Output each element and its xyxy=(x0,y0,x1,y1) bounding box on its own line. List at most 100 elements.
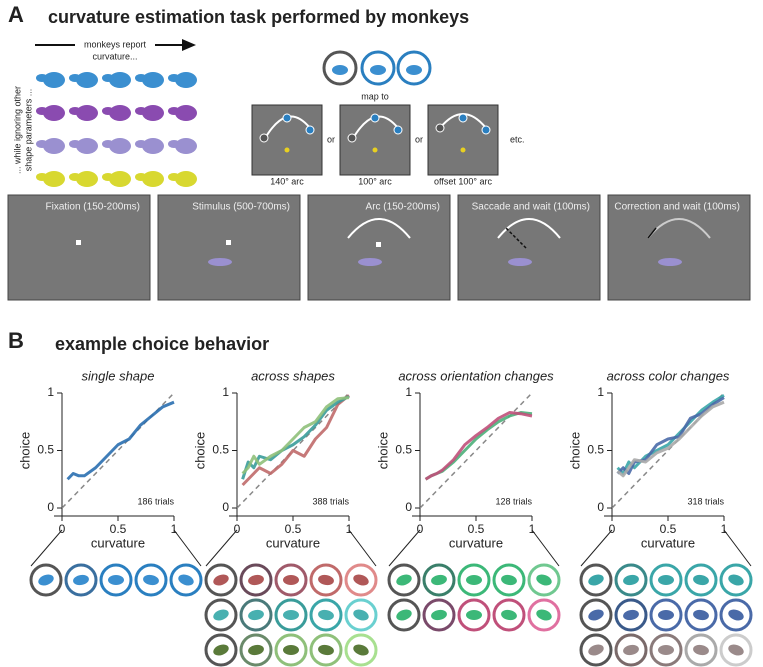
x-tick-label: 0.5 xyxy=(468,522,485,536)
shape xyxy=(109,171,131,187)
y-tick-label: 0 xyxy=(47,500,54,514)
arc xyxy=(497,218,561,239)
series-line xyxy=(241,395,350,480)
y-tick-label: 0.5 xyxy=(587,443,604,457)
shape xyxy=(431,609,447,621)
arc-label: 140° arc xyxy=(270,176,304,186)
x-tick-label: 0.5 xyxy=(285,522,302,536)
shape xyxy=(728,574,744,586)
shape xyxy=(396,574,412,586)
fixation xyxy=(376,242,381,247)
y-tick-label: 1 xyxy=(597,385,604,399)
map-to: map to xyxy=(361,91,389,101)
shape xyxy=(588,574,604,586)
series-line xyxy=(616,400,725,478)
shape xyxy=(175,138,197,154)
shape xyxy=(36,173,48,181)
epoch-box xyxy=(157,194,301,301)
y-axis-label: choice xyxy=(17,432,32,470)
panel-label: B xyxy=(8,328,24,353)
shape xyxy=(43,72,65,88)
shape xyxy=(36,74,48,82)
shape xyxy=(658,575,674,585)
shape xyxy=(143,574,159,586)
series-line xyxy=(66,400,175,481)
shape xyxy=(588,644,604,656)
shape xyxy=(168,173,180,181)
shape xyxy=(69,173,81,181)
target xyxy=(259,133,269,143)
x-axis-label: curvature xyxy=(641,535,695,550)
zoom-line xyxy=(580,529,613,567)
shape xyxy=(693,574,709,586)
arc-label: 100° arc xyxy=(358,176,392,186)
fixation xyxy=(372,147,378,153)
shape xyxy=(142,138,164,154)
y-tick-label: 0.5 xyxy=(395,443,412,457)
shape xyxy=(536,574,552,586)
shape xyxy=(588,609,604,621)
x-tick-label: 0 xyxy=(59,522,66,536)
shape xyxy=(168,140,180,148)
shape xyxy=(658,258,682,266)
shape xyxy=(370,65,386,75)
y-tick-label: 0 xyxy=(597,500,604,514)
shape xyxy=(501,574,517,586)
annotation: 128 trials xyxy=(495,496,532,506)
epoch-label: Saccade and wait (100ms) xyxy=(472,202,590,213)
shape xyxy=(109,138,131,154)
shape xyxy=(283,610,299,620)
report-text: monkeys report xyxy=(84,39,147,49)
ignore-text: ... while ignoring other xyxy=(12,86,22,174)
series-line xyxy=(241,396,350,475)
epoch-label: Correction and wait (100ms) xyxy=(614,202,740,213)
target xyxy=(305,125,315,135)
shape xyxy=(318,609,334,621)
shape xyxy=(135,173,147,181)
chart-title: across shapes xyxy=(251,368,335,383)
shape xyxy=(501,609,517,621)
shape xyxy=(43,171,65,187)
y-tick-label: 0 xyxy=(405,500,412,514)
etc-text: etc. xyxy=(510,134,525,144)
y-tick-label: 0.5 xyxy=(212,443,229,457)
zoom-line xyxy=(348,529,377,567)
target xyxy=(458,113,468,123)
annotation: 388 trials xyxy=(312,496,349,506)
shape xyxy=(318,574,334,586)
shape xyxy=(213,574,229,586)
shape xyxy=(353,574,369,586)
y-axis-label: choice xyxy=(192,432,207,470)
zoom-line xyxy=(388,529,421,567)
arc-label: offset 100° arc xyxy=(434,176,492,186)
shape xyxy=(108,575,124,585)
shape xyxy=(142,105,164,121)
x-tick-label: 1 xyxy=(529,522,536,536)
epoch-box xyxy=(307,194,451,301)
epoch-label: Fixation (150-200ms) xyxy=(46,202,140,213)
shape xyxy=(508,258,532,266)
target xyxy=(435,123,445,133)
shape xyxy=(466,575,482,585)
shape xyxy=(36,107,48,115)
shape xyxy=(102,140,114,148)
diagonal xyxy=(419,392,533,509)
series-line xyxy=(616,396,725,475)
shape xyxy=(36,140,48,148)
shape xyxy=(69,140,81,148)
shape xyxy=(38,574,54,586)
y-tick-label: 1 xyxy=(222,385,229,399)
series-line xyxy=(241,394,350,487)
series-line xyxy=(616,394,725,475)
shape xyxy=(248,609,264,621)
epoch-box xyxy=(7,194,151,301)
fixation xyxy=(76,240,81,245)
arc xyxy=(347,218,411,239)
shape xyxy=(208,258,232,266)
shape xyxy=(102,173,114,181)
shape xyxy=(213,609,229,621)
shape xyxy=(623,574,639,586)
shape xyxy=(283,645,299,655)
shape xyxy=(73,574,89,586)
